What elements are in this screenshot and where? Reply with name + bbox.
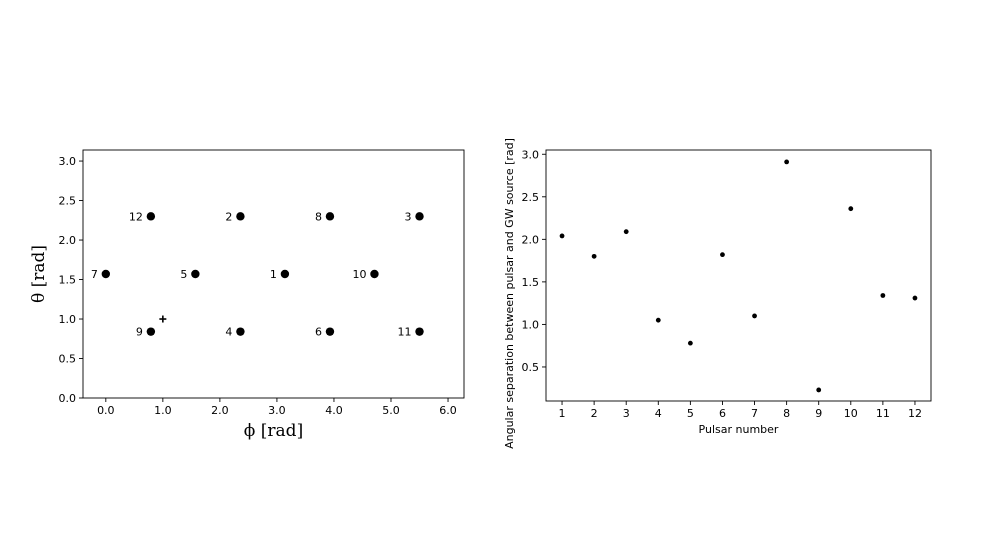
y-tick-label: 1.0 [59,313,77,326]
plot-frame [82,149,465,399]
data-point [687,340,693,346]
pulsar-label: 9 [136,326,143,339]
y-tick-label: 0.5 [59,353,77,366]
gw-source-marker [159,315,167,323]
y-tick-label: 2.5 [59,195,77,208]
pulsar-point [325,327,335,336]
y-tick-label: 2.5 [522,191,540,204]
sky-map-plot: 0.0 1.0 2.0 3.0 4.0 5.0 6.0 0.0 0.5 1.0 1.5 2.0 2.5 3… [29,149,465,441]
x-tick-label: 5.0 [382,404,400,417]
pulsar-point [415,212,424,221]
data-point [816,387,822,393]
data-point [912,295,918,301]
pulsar-point [101,269,111,279]
data-point [880,293,886,298]
y-tick-label: 1.0 [522,318,540,331]
y-axis-label: θ [rad] [29,245,49,303]
y-axis-label: Angular separation between pulsar and GW… [503,138,516,449]
data-point [655,317,661,323]
angular-separation-plot: 1 2 3 4 5 6 7 8 9 10 11 120.51.01.52.02.53.0Pulsar … [503,138,932,449]
y-tick-label: 0.5 [522,361,540,374]
pulsar-point [191,269,200,279]
pulsar-point [415,327,424,336]
x-tick-label: 6.0 [439,404,457,417]
x-tick-label: 3.0 [268,404,286,417]
pulsar-point [325,212,335,221]
pulsar-label: 2 [225,210,232,223]
data-point [591,253,597,259]
x-tick-label: 12 [908,407,922,420]
data-point [559,233,565,239]
x-tick-label: 11 [876,407,890,420]
pulsar-point [236,212,245,221]
pulsar-label: 8 [315,210,322,223]
x-axis-label: ϕ [rad] [244,421,303,441]
x-tick-label: 7 [751,407,758,420]
pulsar-point [370,269,379,279]
pulsar-label: 10 [352,268,366,281]
x-tick-label: 4.0 [325,404,343,417]
pulsar-label: 3 [405,210,412,223]
y-tick-label: 1.5 [59,274,77,287]
pulsar-point [280,269,290,279]
x-tick-label: 5 [687,407,694,420]
data-point [623,229,629,235]
y-tick-label: 1.5 [522,276,540,289]
x-tick-label: 3 [623,407,630,420]
data-point [752,313,757,319]
x-tick-label: 1 [559,407,566,420]
y-tick-label: 2.0 [522,233,540,246]
pulsar-point [146,327,156,336]
pulsar-label: 12 [129,210,143,223]
data-point [848,206,854,212]
x-tick-label: 2.0 [211,404,229,417]
x-tick-label: 8 [783,407,790,420]
pulsar-label: 5 [180,268,187,281]
pulsar-label: 4 [225,326,232,339]
y-tick-label: 3.0 [522,148,540,161]
x-tick-label: 10 [844,407,858,420]
y-tick-label: 3.0 [59,155,77,168]
y-tick-label: 2.0 [59,234,77,247]
pulsar-label: 6 [315,326,322,339]
x-tick-label: 9 [815,407,822,420]
pulsar-label: 1 [270,268,277,281]
x-tick-label: 1.0 [154,404,172,417]
data-point [784,159,790,165]
y-tick-label: 0.0 [59,392,77,405]
x-tick-label: 6 [719,407,726,420]
pulsar-point [236,327,245,336]
x-tick-label: 4 [655,407,662,420]
x-tick-label: 2 [591,407,598,420]
pulsar-label: 11 [398,326,412,339]
x-tick-label: 0.0 [97,404,115,417]
x-axis-label: Pulsar number [699,423,779,436]
pulsar-point [146,212,156,221]
plot-frame [545,149,932,402]
pulsar-label: 7 [91,268,98,281]
data-point [720,252,725,258]
